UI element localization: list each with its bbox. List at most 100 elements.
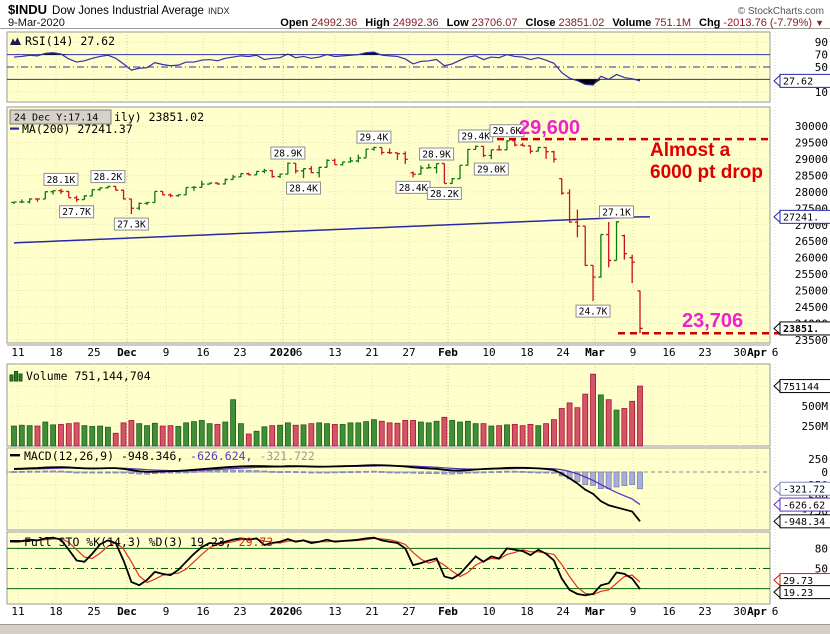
annotation-drop-note: 6000 pt drop (650, 162, 763, 183)
svg-text:-626.62: -626.62 (783, 500, 825, 511)
ma-line-icon (10, 127, 19, 130)
svg-text:25000: 25000 (795, 285, 828, 298)
pivot-label: 29.4K (461, 131, 490, 142)
svg-text:0: 0 (821, 466, 828, 479)
rsi-panel[interactable]: RSI(14) 27.62 (6, 31, 776, 103)
svg-text:28000: 28000 (795, 186, 828, 199)
svg-text:23: 23 (233, 605, 246, 618)
quote-value-close: 23851.02 (558, 17, 605, 29)
svg-text:-948.34: -948.34 (783, 517, 825, 528)
svg-text:23851.: 23851. (783, 324, 819, 335)
rsi-area-icon (10, 37, 21, 45)
ticker-symbol: $INDU (8, 2, 48, 17)
quote-label-open: Open (280, 17, 309, 29)
svg-text:30: 30 (733, 605, 746, 618)
pivot-label-box (270, 146, 306, 160)
macd-line-icon (10, 454, 20, 457)
volume-bars-icon (18, 373, 23, 382)
quote-value-high: 24992.36 (392, 17, 439, 29)
quote-value-volume: 751.1M (654, 17, 692, 29)
svg-text:90: 90 (815, 36, 828, 49)
svg-text:6: 6 (296, 346, 303, 359)
svg-text:250: 250 (808, 453, 828, 466)
svg-text:18: 18 (49, 605, 62, 618)
svg-text:30000: 30000 (795, 120, 828, 133)
svg-text:23500: 23500 (795, 334, 828, 347)
pivot-label: 28.4K (289, 184, 318, 195)
pivot-label-box (59, 205, 95, 219)
svg-text:16: 16 (196, 346, 209, 359)
pivot-label-box (489, 124, 525, 138)
svg-text:11: 11 (11, 605, 24, 618)
svg-text:250M: 250M (802, 420, 829, 433)
svg-text:70: 70 (815, 49, 828, 62)
chart-date: 9-Mar-2020 (8, 17, 65, 29)
svg-text:27: 27 (402, 605, 415, 618)
svg-text:-321.72: -321.72 (783, 485, 825, 496)
ohlc-bars-down (34, 140, 643, 334)
volume-legend: Volume 751,144,704 (26, 369, 151, 383)
svg-text:27.62: 27.62 (783, 77, 813, 88)
svg-text:21: 21 (365, 346, 378, 359)
svg-text:13: 13 (328, 346, 341, 359)
svg-text:18: 18 (520, 346, 533, 359)
svg-text:Feb: Feb (438, 605, 458, 618)
sto-k-value-box (773, 585, 830, 600)
pivot-label: 28.9K (274, 149, 303, 160)
svg-text:19.23: 19.23 (783, 588, 813, 599)
annotation-23706: 23,706 (682, 310, 743, 332)
svg-text:28500: 28500 (795, 169, 828, 182)
ma-value-box (773, 209, 830, 224)
sto-line-icon (10, 540, 20, 543)
pivot-label-box (43, 172, 79, 186)
svg-text:16: 16 (662, 605, 675, 618)
quote-value-chg: -2013.76 (-7.79%) (723, 17, 813, 29)
chart-header: $INDU Dow Jones Industrial Average INDX … (0, 0, 830, 29)
svg-text:25500: 25500 (795, 268, 828, 281)
svg-text:Apr: Apr (747, 605, 767, 618)
svg-text:9: 9 (630, 346, 637, 359)
svg-text:11: 11 (11, 346, 24, 359)
price-panel[interactable] (6, 106, 795, 344)
svg-text:18: 18 (49, 346, 62, 359)
svg-text:16: 16 (196, 605, 209, 618)
pivot-label-box (356, 130, 392, 144)
annotation-drop-note: Almost a (650, 140, 731, 161)
svg-text:751144: 751144 (783, 382, 819, 393)
svg-text:29000: 29000 (795, 153, 828, 166)
svg-text:2020: 2020 (270, 605, 297, 618)
rsi-value-box (773, 73, 830, 88)
pivot-label: 29.4K (360, 133, 389, 144)
bottom-scroll-strip[interactable] (0, 624, 830, 634)
chart-canvas[interactable]: RSI(14) 27.62 9070501027.6229,60023,706Al… (0, 29, 830, 623)
svg-text:Feb: Feb (438, 346, 458, 359)
pivot-label: 28.9K (422, 150, 451, 161)
sto-panel[interactable] (6, 531, 776, 605)
quote-label-volume: Volume (612, 17, 652, 29)
svg-text:9: 9 (630, 605, 637, 618)
pivot-label: 29.6K (493, 126, 522, 137)
rsi-legend: RSI(14) 27.62 (25, 34, 115, 48)
svg-text:27: 27 (402, 346, 415, 359)
svg-text:30: 30 (733, 346, 746, 359)
svg-text:Apr: Apr (747, 346, 767, 359)
quote-label-low: Low (446, 17, 469, 29)
pivot-label: 24.7K (579, 307, 608, 318)
svg-text:16: 16 (662, 346, 675, 359)
macd-legend: MACD(12,26,9) -948.346, -626.624, -321.7… (24, 449, 315, 463)
macd-value-box (773, 497, 830, 512)
pivot-label: 28.2K (430, 189, 459, 200)
macd-panel[interactable] (6, 447, 776, 531)
svg-text:Mar: Mar (585, 605, 605, 618)
price-legend-partial: ily) 23851.02 (114, 110, 204, 124)
svg-text:10: 10 (815, 86, 828, 99)
svg-text:27241.: 27241. (783, 213, 819, 224)
volume-panel[interactable] (6, 363, 776, 447)
svg-text:23: 23 (233, 346, 246, 359)
ticker-exchange: INDX (207, 6, 230, 16)
annotation-29600: 29,600 (519, 117, 580, 139)
svg-text:6: 6 (772, 605, 779, 618)
pivot-label-box (575, 304, 611, 318)
change-direction-icon[interactable]: ▼ (815, 18, 824, 28)
pivot-label: 28.4K (399, 183, 428, 194)
